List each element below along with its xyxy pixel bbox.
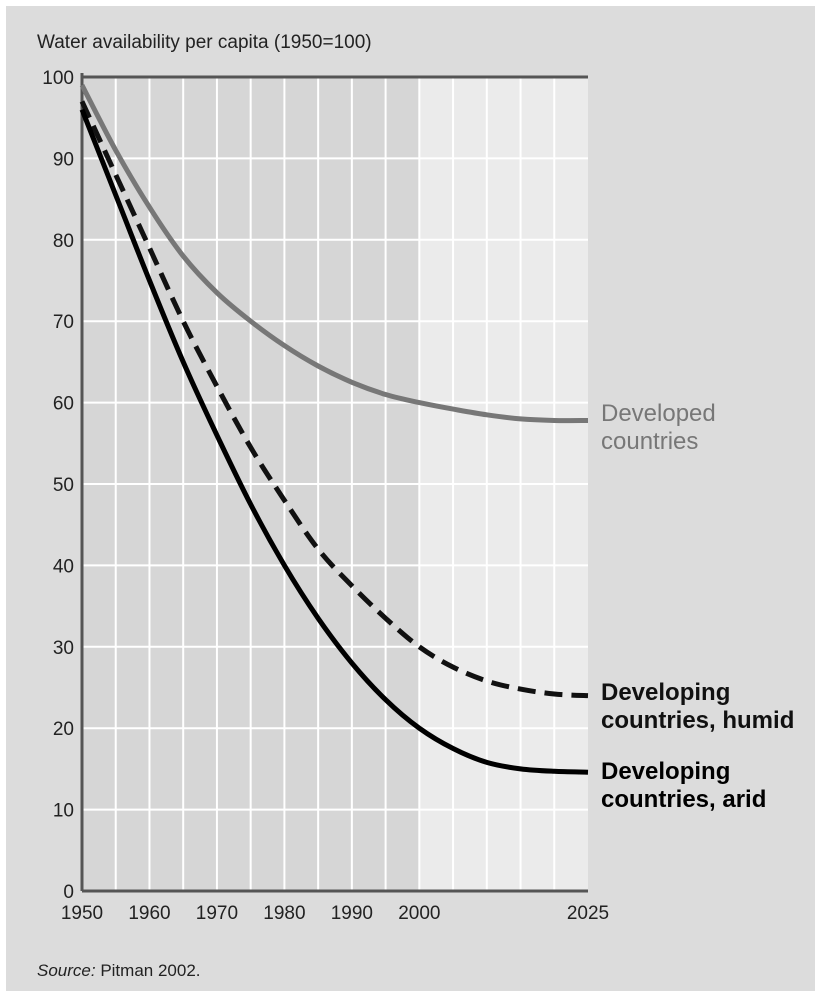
series-label: Developed xyxy=(601,400,716,427)
series-lines xyxy=(79,83,589,775)
y-tick-label: 10 xyxy=(53,801,74,822)
series-line xyxy=(79,108,589,775)
chart-title: Water availability per capita (1950=100) xyxy=(37,32,372,53)
x-tick-labels: 1950 1960 1970 1980 1990 2000 2025 xyxy=(61,903,609,924)
x-tick-label: 1990 xyxy=(331,903,373,924)
x-tick-label: 1970 xyxy=(196,903,238,924)
x-tick-label: 1960 xyxy=(128,903,170,924)
y-tick-label: 80 xyxy=(53,231,74,252)
series-label: countries, arid xyxy=(601,786,766,813)
series-label: countries, humid xyxy=(601,707,794,734)
x-tick-label: 1950 xyxy=(61,903,103,924)
series-label: Developing xyxy=(601,679,730,706)
axes xyxy=(80,73,588,893)
x-tick-label: 2000 xyxy=(398,903,440,924)
source-note: Source: Pitman 2002. xyxy=(37,961,201,981)
y-tick-label: 90 xyxy=(53,149,74,170)
series-label: countries xyxy=(601,428,698,455)
series-line xyxy=(79,83,589,424)
y-tick-label: 0 xyxy=(63,882,74,903)
y-tick-label: 50 xyxy=(53,475,74,496)
x-tick-label: 2025 xyxy=(567,903,609,924)
source-text: Pitman 2002. xyxy=(95,961,201,980)
y-tick-label: 100 xyxy=(42,68,74,89)
y-tick-label: 70 xyxy=(53,312,74,333)
source-label: Source: xyxy=(37,961,96,980)
series-label: Developing xyxy=(601,758,730,785)
y-tick-labels: 0 10 20 30 40 50 60 70 80 90 100 xyxy=(42,68,74,903)
y-tick-label: 40 xyxy=(53,556,74,577)
gridlines xyxy=(82,76,588,891)
y-tick-label: 20 xyxy=(53,719,74,740)
y-tick-label: 30 xyxy=(53,638,74,659)
y-tick-label: 60 xyxy=(53,394,74,415)
x-tick-label: 1980 xyxy=(263,903,305,924)
series-line xyxy=(79,100,589,699)
